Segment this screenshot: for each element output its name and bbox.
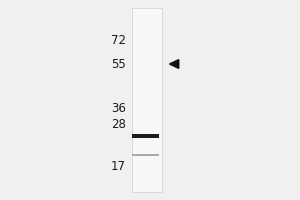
Bar: [132, 154, 159, 156]
Text: 55: 55: [111, 58, 126, 71]
Text: 17: 17: [111, 160, 126, 172]
Text: 36: 36: [111, 102, 126, 114]
Text: 72: 72: [111, 33, 126, 46]
Bar: [132, 8, 162, 192]
Polygon shape: [169, 60, 179, 68]
Text: 28: 28: [111, 117, 126, 130]
Bar: [132, 134, 159, 138]
